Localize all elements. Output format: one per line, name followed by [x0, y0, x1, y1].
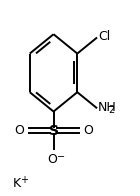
Text: Cl: Cl — [98, 30, 111, 43]
Text: O: O — [47, 153, 57, 166]
Text: 2: 2 — [108, 105, 115, 115]
Text: NH: NH — [98, 101, 117, 114]
Text: O: O — [14, 124, 24, 137]
Text: S: S — [49, 124, 59, 138]
Text: −: − — [57, 152, 66, 162]
Text: O: O — [83, 124, 93, 137]
Text: K: K — [12, 177, 20, 190]
Text: +: + — [20, 175, 28, 185]
